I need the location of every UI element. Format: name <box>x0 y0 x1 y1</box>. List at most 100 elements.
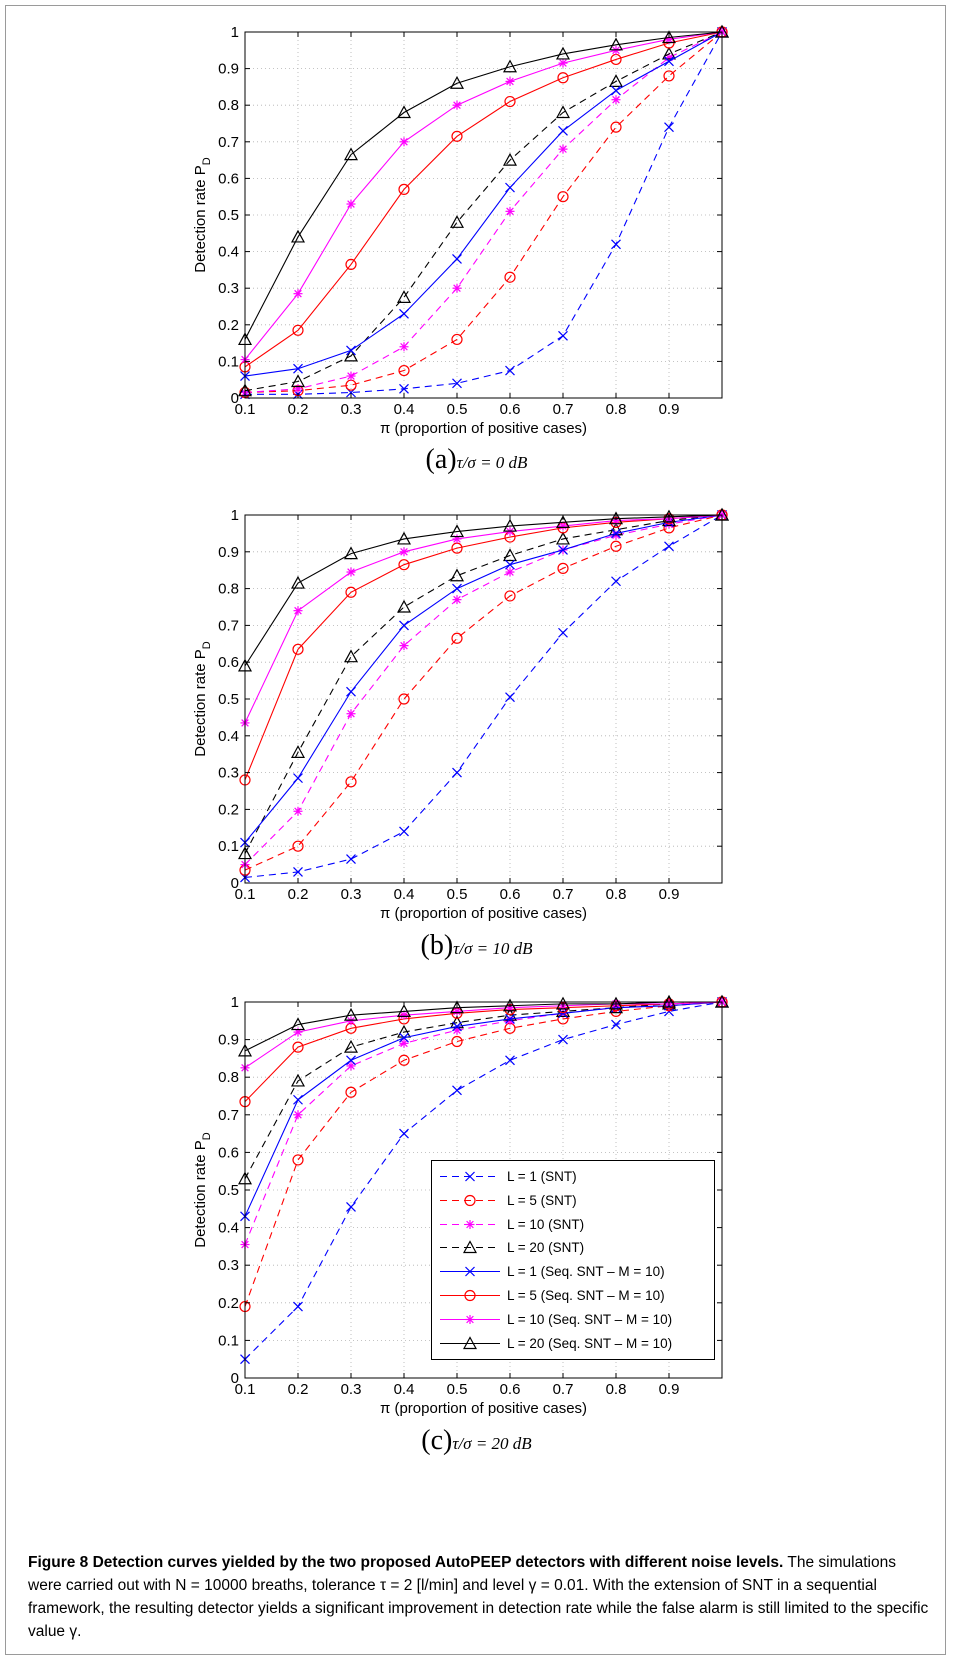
data-point <box>290 1017 306 1031</box>
data-point <box>611 239 621 250</box>
data-point <box>505 1055 515 1066</box>
x-axis-label: π (proportion of positive cases) <box>380 420 587 437</box>
data-point <box>399 342 409 352</box>
data-point <box>449 1015 465 1029</box>
data-point <box>346 567 356 577</box>
data-point <box>290 374 306 388</box>
panel-letter-a: (a) <box>425 444 457 475</box>
data-point <box>502 152 518 166</box>
data-point <box>608 37 624 51</box>
data-point <box>452 1085 462 1096</box>
data-point <box>398 364 410 377</box>
data-point <box>292 1041 304 1053</box>
y-axis-label: Detection rate PD <box>192 1132 213 1248</box>
data-point <box>504 95 516 108</box>
y-tick-label: 0.3 <box>218 280 239 297</box>
data-point <box>293 289 303 299</box>
data-point <box>451 1035 463 1048</box>
y-axis-label: Detection rate PD <box>192 157 213 273</box>
data-point <box>449 75 465 89</box>
y-tick-label: 0.1 <box>218 353 239 370</box>
data-point <box>505 559 515 570</box>
data-point <box>292 643 304 655</box>
data-point <box>345 258 357 271</box>
data-point <box>293 363 303 374</box>
data-point <box>505 567 515 577</box>
data-point <box>346 686 356 697</box>
legend-swatch <box>440 1219 500 1229</box>
legend-marker <box>465 1266 475 1277</box>
y-tick-label: 0.6 <box>218 654 239 671</box>
data-point <box>661 30 677 44</box>
data-point <box>290 1073 306 1087</box>
data-point <box>664 541 674 552</box>
data-point <box>345 1086 357 1098</box>
series-line <box>244 31 723 377</box>
data-point <box>452 378 462 389</box>
data-point <box>611 528 621 539</box>
panel-letter-c: (c) <box>421 1425 453 1456</box>
data-point <box>399 826 409 837</box>
data-point <box>558 1034 568 1045</box>
data-point <box>293 384 303 394</box>
x-tick-label: 0.6 <box>500 886 521 903</box>
data-point <box>343 147 359 161</box>
x-tick-label: 0.7 <box>553 1381 574 1398</box>
data-point <box>399 1128 409 1139</box>
data-point <box>558 627 568 638</box>
data-point <box>343 1039 359 1053</box>
data-point <box>399 620 409 631</box>
series-line <box>244 1001 723 1069</box>
series-line <box>244 514 723 724</box>
data-point <box>505 182 515 193</box>
legend-label: L = 5 (Seq. SNT – M = 10) <box>507 1288 665 1303</box>
data-point <box>664 56 674 67</box>
data-point <box>449 215 465 228</box>
series-line <box>244 514 723 879</box>
data-point <box>449 568 465 582</box>
legend-item: L = 20 (SNT) <box>432 1237 714 1258</box>
y-tick-label: 0 <box>231 1370 239 1387</box>
y-tick-label: 1 <box>231 994 239 1011</box>
legend-item: L = 20 (Seq. SNT – M = 10) <box>432 1333 714 1354</box>
data-point <box>555 105 571 119</box>
y-tick-label: 0.9 <box>218 1032 239 1049</box>
legend-marker <box>465 1219 475 1229</box>
data-point <box>611 95 621 105</box>
x-tick-label: 0.6 <box>500 1381 521 1398</box>
y-tick-label: 0.2 <box>218 317 239 334</box>
data-point <box>449 524 465 538</box>
data-point <box>608 522 624 536</box>
legend-marker <box>462 1240 478 1254</box>
x-axis-label: π (proportion of positive cases) <box>380 1400 587 1417</box>
y-tick-label: 1 <box>231 507 239 524</box>
data-point <box>293 806 303 816</box>
x-tick-label: 0.9 <box>659 886 680 903</box>
series-line <box>244 514 723 781</box>
data-point <box>346 1201 356 1212</box>
y-tick-label: 0.4 <box>218 1220 239 1237</box>
data-point <box>558 144 568 154</box>
x-tick-label: 0.1 <box>235 886 256 903</box>
series-line <box>244 1001 723 1360</box>
x-tick-label: 0.8 <box>606 886 627 903</box>
data-point <box>346 1061 356 1071</box>
data-point <box>557 72 569 84</box>
data-point <box>555 46 571 60</box>
x-tick-label: 0.9 <box>659 401 680 418</box>
data-point <box>346 854 356 865</box>
data-point <box>292 324 304 336</box>
series-line <box>244 514 723 843</box>
data-point <box>398 183 410 195</box>
y-axis-label: Detection rate PD <box>192 641 213 757</box>
legend-item: L = 1 (SNT) <box>432 1166 714 1187</box>
panel-label-b: (b)τ/σ = 10 dB <box>0 930 953 962</box>
x-tick-label: 0.3 <box>341 1381 362 1398</box>
plot-area <box>245 515 722 883</box>
y-tick-label: 0.3 <box>218 765 239 782</box>
data-point <box>396 290 412 303</box>
legend-item: L = 10 (Seq. SNT – M = 10) <box>432 1309 714 1330</box>
legend-swatch <box>440 1335 500 1349</box>
y-tick-label: 0.6 <box>218 170 239 187</box>
data-point <box>399 383 409 394</box>
